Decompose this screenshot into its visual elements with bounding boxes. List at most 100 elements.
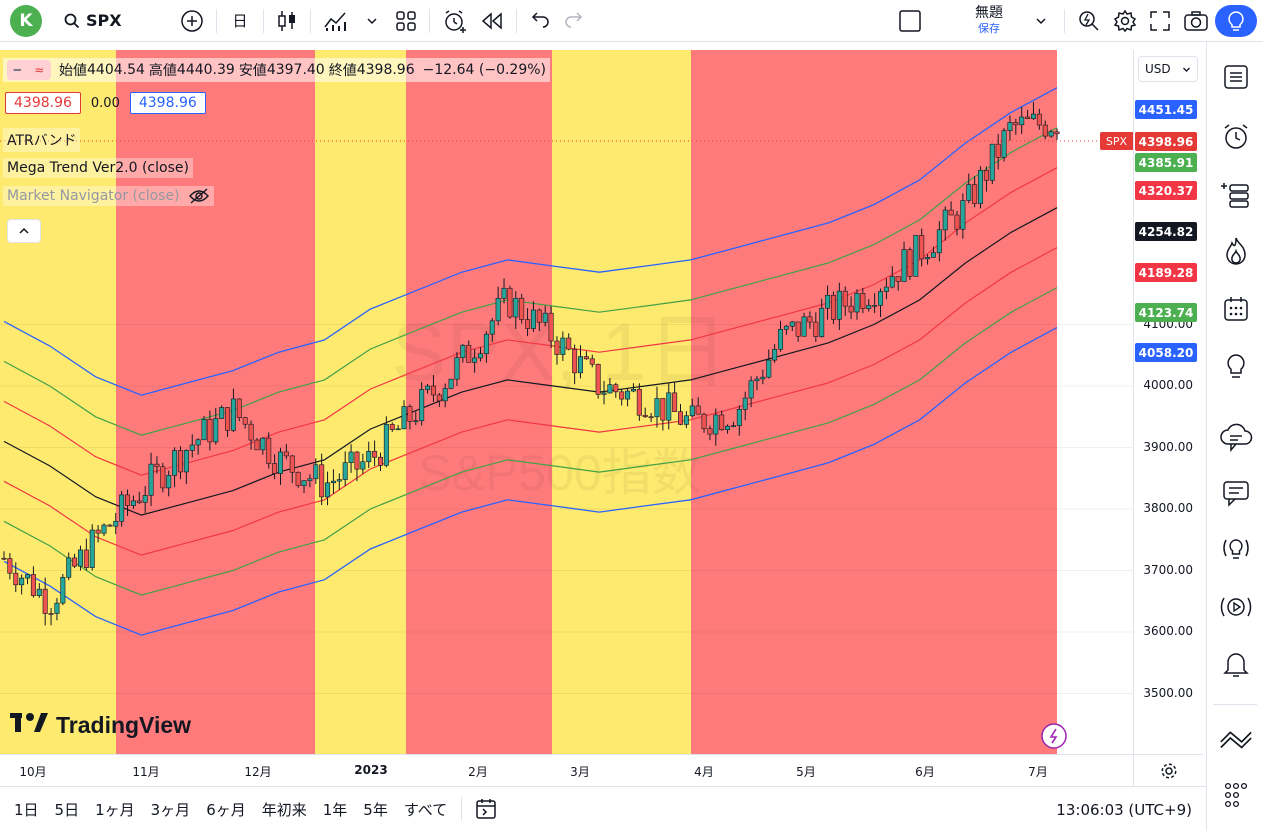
candle — [866, 299, 872, 312]
candle — [42, 577, 48, 626]
chart-type-button[interactable] — [270, 4, 304, 38]
settings-button[interactable] — [1107, 4, 1143, 38]
undo-button[interactable] — [523, 4, 557, 38]
candle — [501, 278, 507, 304]
time-axis[interactable]: 10月 11月 12月 2023 2月 3月 4月 5月 6月 7月 — [0, 754, 1133, 786]
interval-button[interactable]: 日 — [232, 12, 248, 30]
range-5y[interactable]: 5年 — [363, 800, 388, 819]
legend-visibility-toggle[interactable]: ━ ≈ — [7, 60, 51, 80]
candle — [301, 480, 307, 494]
eye-off-icon[interactable] — [188, 188, 210, 204]
indicator-atr-band[interactable]: ATRバンド — [3, 128, 81, 152]
tv-brand-text: TradingView — [56, 712, 191, 738]
ohlc-legend: ━ ≈ 始値 4404.54 高値 4440.39 安値 4397.40 終値 … — [3, 58, 551, 82]
candle — [530, 301, 536, 332]
open-label: 始値 — [59, 63, 87, 79]
indicator-mega-trend[interactable]: Mega Trend Ver2.0 (close) — [3, 158, 193, 178]
price-badge: 4398.96 — [1135, 132, 1197, 151]
candle — [201, 416, 207, 441]
candle — [519, 293, 525, 324]
candle — [172, 447, 178, 488]
notifications-button[interactable] — [1219, 647, 1253, 681]
symbol-search[interactable]: SPX — [64, 11, 174, 30]
range-6m[interactable]: 6ヶ月 — [206, 800, 246, 819]
indicators-dropdown[interactable] — [355, 4, 389, 38]
templates-button[interactable] — [389, 4, 423, 38]
redo-button[interactable] — [557, 4, 591, 38]
candle — [489, 317, 495, 342]
range-1m[interactable]: 1ヶ月 — [95, 800, 135, 819]
layout-dropdown[interactable] — [1024, 4, 1058, 38]
layout-toggle-button[interactable] — [892, 4, 928, 38]
hotlists-button[interactable] — [1219, 234, 1253, 268]
snapshot-button[interactable] — [1177, 4, 1215, 38]
range-1y[interactable]: 1年 — [322, 800, 348, 819]
candle — [848, 296, 854, 320]
layout-save-status: 保存 — [978, 21, 1000, 35]
chart-pane[interactable]: SPX, 1日 S&P500指数 TradingView — [0, 50, 1133, 754]
range-ytd[interactable]: 年初来 — [261, 800, 307, 819]
candle — [889, 266, 895, 289]
tradingview-logo[interactable]: TradingView — [10, 712, 191, 738]
calendar-button[interactable] — [1219, 292, 1253, 326]
timezone-clock[interactable]: 13:06:03 (UTC+9) — [1056, 800, 1192, 819]
user-avatar[interactable]: K — [10, 4, 42, 37]
ideas-button[interactable] — [1219, 350, 1253, 384]
axis-settings-button[interactable] — [1133, 754, 1203, 786]
candle — [966, 173, 972, 204]
fullscreen-button[interactable] — [1143, 4, 1177, 38]
streams-button[interactable] — [1219, 533, 1253, 567]
range-3m[interactable]: 3ヶ月 — [150, 800, 191, 819]
collapse-legend-button[interactable] — [8, 220, 40, 242]
candle — [225, 407, 231, 437]
indicator-market-navigator[interactable]: Market Navigator (close) — [3, 186, 214, 206]
candle — [878, 288, 884, 317]
indicators-button[interactable] — [317, 4, 355, 38]
time-tick-label: 3月 — [570, 765, 590, 779]
candle — [495, 286, 501, 326]
price-chart[interactable]: SPX, 1日 S&P500指数 TradingView — [0, 50, 1133, 754]
video-streams-button[interactable] — [1219, 590, 1253, 624]
currency-selector[interactable]: USD — [1138, 56, 1198, 82]
candle — [101, 523, 107, 536]
publish-idea-button[interactable] — [1215, 4, 1257, 37]
quick-search-button[interactable] — [1071, 4, 1107, 38]
price-scale[interactable]: USD 4100.00 4000.00 3900.00 3800.00 3700.00 3… — [1133, 50, 1203, 754]
more-panels-button[interactable] — [1219, 778, 1253, 812]
candle — [760, 369, 766, 385]
candle — [77, 545, 83, 571]
goto-date-button[interactable] — [468, 792, 504, 826]
range-5d[interactable]: 5日 — [54, 800, 80, 819]
candle — [1030, 101, 1036, 121]
object-tree-button[interactable] — [1219, 177, 1253, 211]
replay-button[interactable] — [474, 4, 510, 38]
buy-price-button[interactable]: 4398.96 — [129, 92, 206, 114]
range-1d[interactable]: 1日 — [14, 800, 39, 819]
watchlist-button[interactable] — [1219, 60, 1253, 94]
alerts-button[interactable] — [1219, 120, 1253, 154]
indicator-market-navigator-label: Market Navigator (close) — [7, 188, 180, 204]
layout-name-button[interactable]: 無題 保存 — [954, 5, 1024, 36]
candle — [960, 193, 966, 239]
time-tick-label: 10月 — [19, 765, 47, 779]
price-badge: 4320.37 — [1135, 181, 1197, 200]
toolbar-divider — [263, 8, 264, 33]
candle — [95, 525, 101, 543]
candle — [1001, 128, 1007, 162]
candle — [748, 376, 754, 408]
lightning-icon[interactable] — [1041, 723, 1067, 749]
alert-button[interactable] — [436, 4, 474, 38]
candle — [513, 290, 519, 329]
range-all[interactable]: すべて — [403, 800, 448, 819]
indicators-icon — [324, 11, 346, 31]
candle — [678, 404, 684, 426]
sell-price-button[interactable]: 4398.96 — [5, 92, 81, 114]
chat-cloud-button[interactable] — [1219, 420, 1253, 454]
dom-button[interactable] — [1219, 722, 1253, 756]
object-tree-icon — [1221, 183, 1249, 208]
price-tick-label: 3900.00 — [1143, 439, 1193, 454]
close-label: 終値 — [328, 63, 357, 79]
compare-symbol-button[interactable] — [174, 4, 210, 38]
candle — [30, 566, 36, 598]
chats-button[interactable] — [1219, 476, 1253, 510]
